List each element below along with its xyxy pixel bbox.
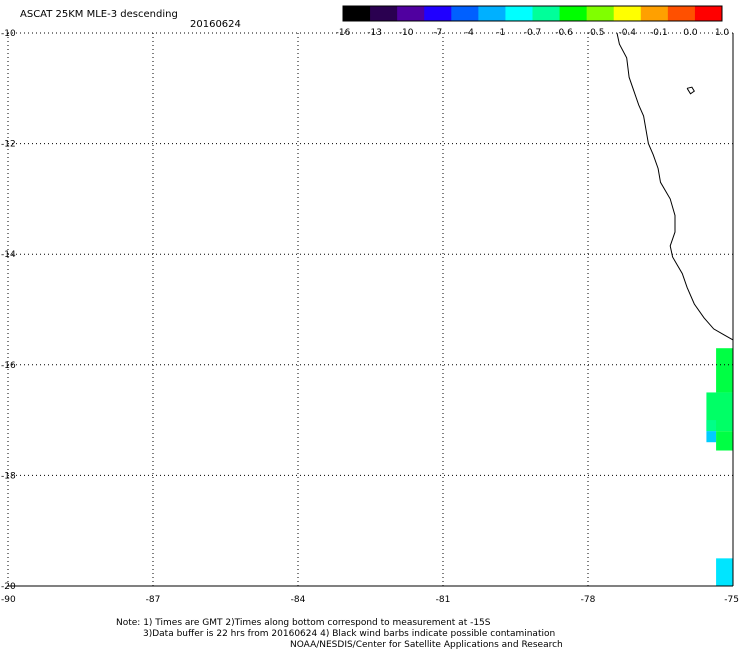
colorbar-swatch [424, 6, 452, 21]
lat-tick-label: -18 [1, 471, 16, 481]
colorbar-swatch [505, 6, 533, 21]
wind-data-cell [716, 558, 733, 586]
colorbar-label: -4 [465, 28, 474, 38]
colorbar-label: -13 [367, 28, 382, 38]
lon-tick-label: -84 [291, 595, 306, 605]
wind-data-cell [706, 420, 717, 432]
lon-tick-label: -75 [724, 595, 739, 605]
lon-tick-label: -90 [1, 595, 16, 605]
colorbar-label: 0.0 [683, 28, 698, 38]
colorbar-swatch [478, 6, 506, 21]
lat-tick-label: -14 [1, 250, 16, 260]
colorbar-swatch [667, 6, 696, 21]
colorbar-frame [342, 5, 723, 22]
note-line-2: 3)Data buffer is 22 hrs from 20160624 4)… [143, 629, 556, 639]
product-date: 20160624 [190, 19, 241, 30]
wind-data-cell [716, 431, 733, 451]
colorbar: -16 -13 -10 -7 -4 -1 -0.7 -0.6 -0.5 -0.4 -0.1 0.0 1.… [336, 5, 730, 38]
lon-tick-label: -78 [581, 595, 596, 605]
colorbar-swatch [343, 6, 371, 21]
colorbar-swatch [451, 6, 479, 21]
lat-tick-label: -16 [1, 361, 16, 371]
lat-tick-label: -12 [1, 140, 16, 150]
lon-tick-label: -81 [436, 595, 451, 605]
wind-data-cell [716, 348, 733, 393]
product-title: ASCAT 25KM MLE-3 descending [20, 9, 178, 20]
lat-tick-label: -10 [1, 29, 16, 39]
lon-tick-label: -87 [146, 595, 161, 605]
colorbar-swatch [694, 6, 723, 21]
colorbar-label: 1.0 [715, 28, 730, 38]
colorbar-label: -16 [336, 28, 351, 38]
colorbar-swatch [532, 6, 561, 21]
colorbar-label: -0.1 [650, 28, 668, 38]
colorbar-label: -7 [433, 28, 442, 38]
coastline [616, 32, 734, 341]
colorbar-label: -0.4 [618, 28, 636, 38]
colorbar-swatch [586, 6, 615, 21]
note-line-3: NOAA/NESDIS/Center for Satellite Applica… [290, 640, 563, 650]
note-line-1: Note: 1) Times are GMT 2)Times along bot… [116, 618, 491, 628]
wind-data-cell [706, 431, 717, 443]
colorbar-label: -10 [399, 28, 414, 38]
colorbar-label: -0.5 [587, 28, 605, 38]
colorbar-swatch [370, 6, 398, 21]
colorbar-swatch [613, 6, 642, 21]
colorbar-swatch [397, 6, 425, 21]
island-outline [686, 86, 695, 95]
colorbar-swatch [640, 6, 669, 21]
lat-tick-label: -20 [1, 582, 16, 592]
colorbar-swatch [559, 6, 588, 21]
